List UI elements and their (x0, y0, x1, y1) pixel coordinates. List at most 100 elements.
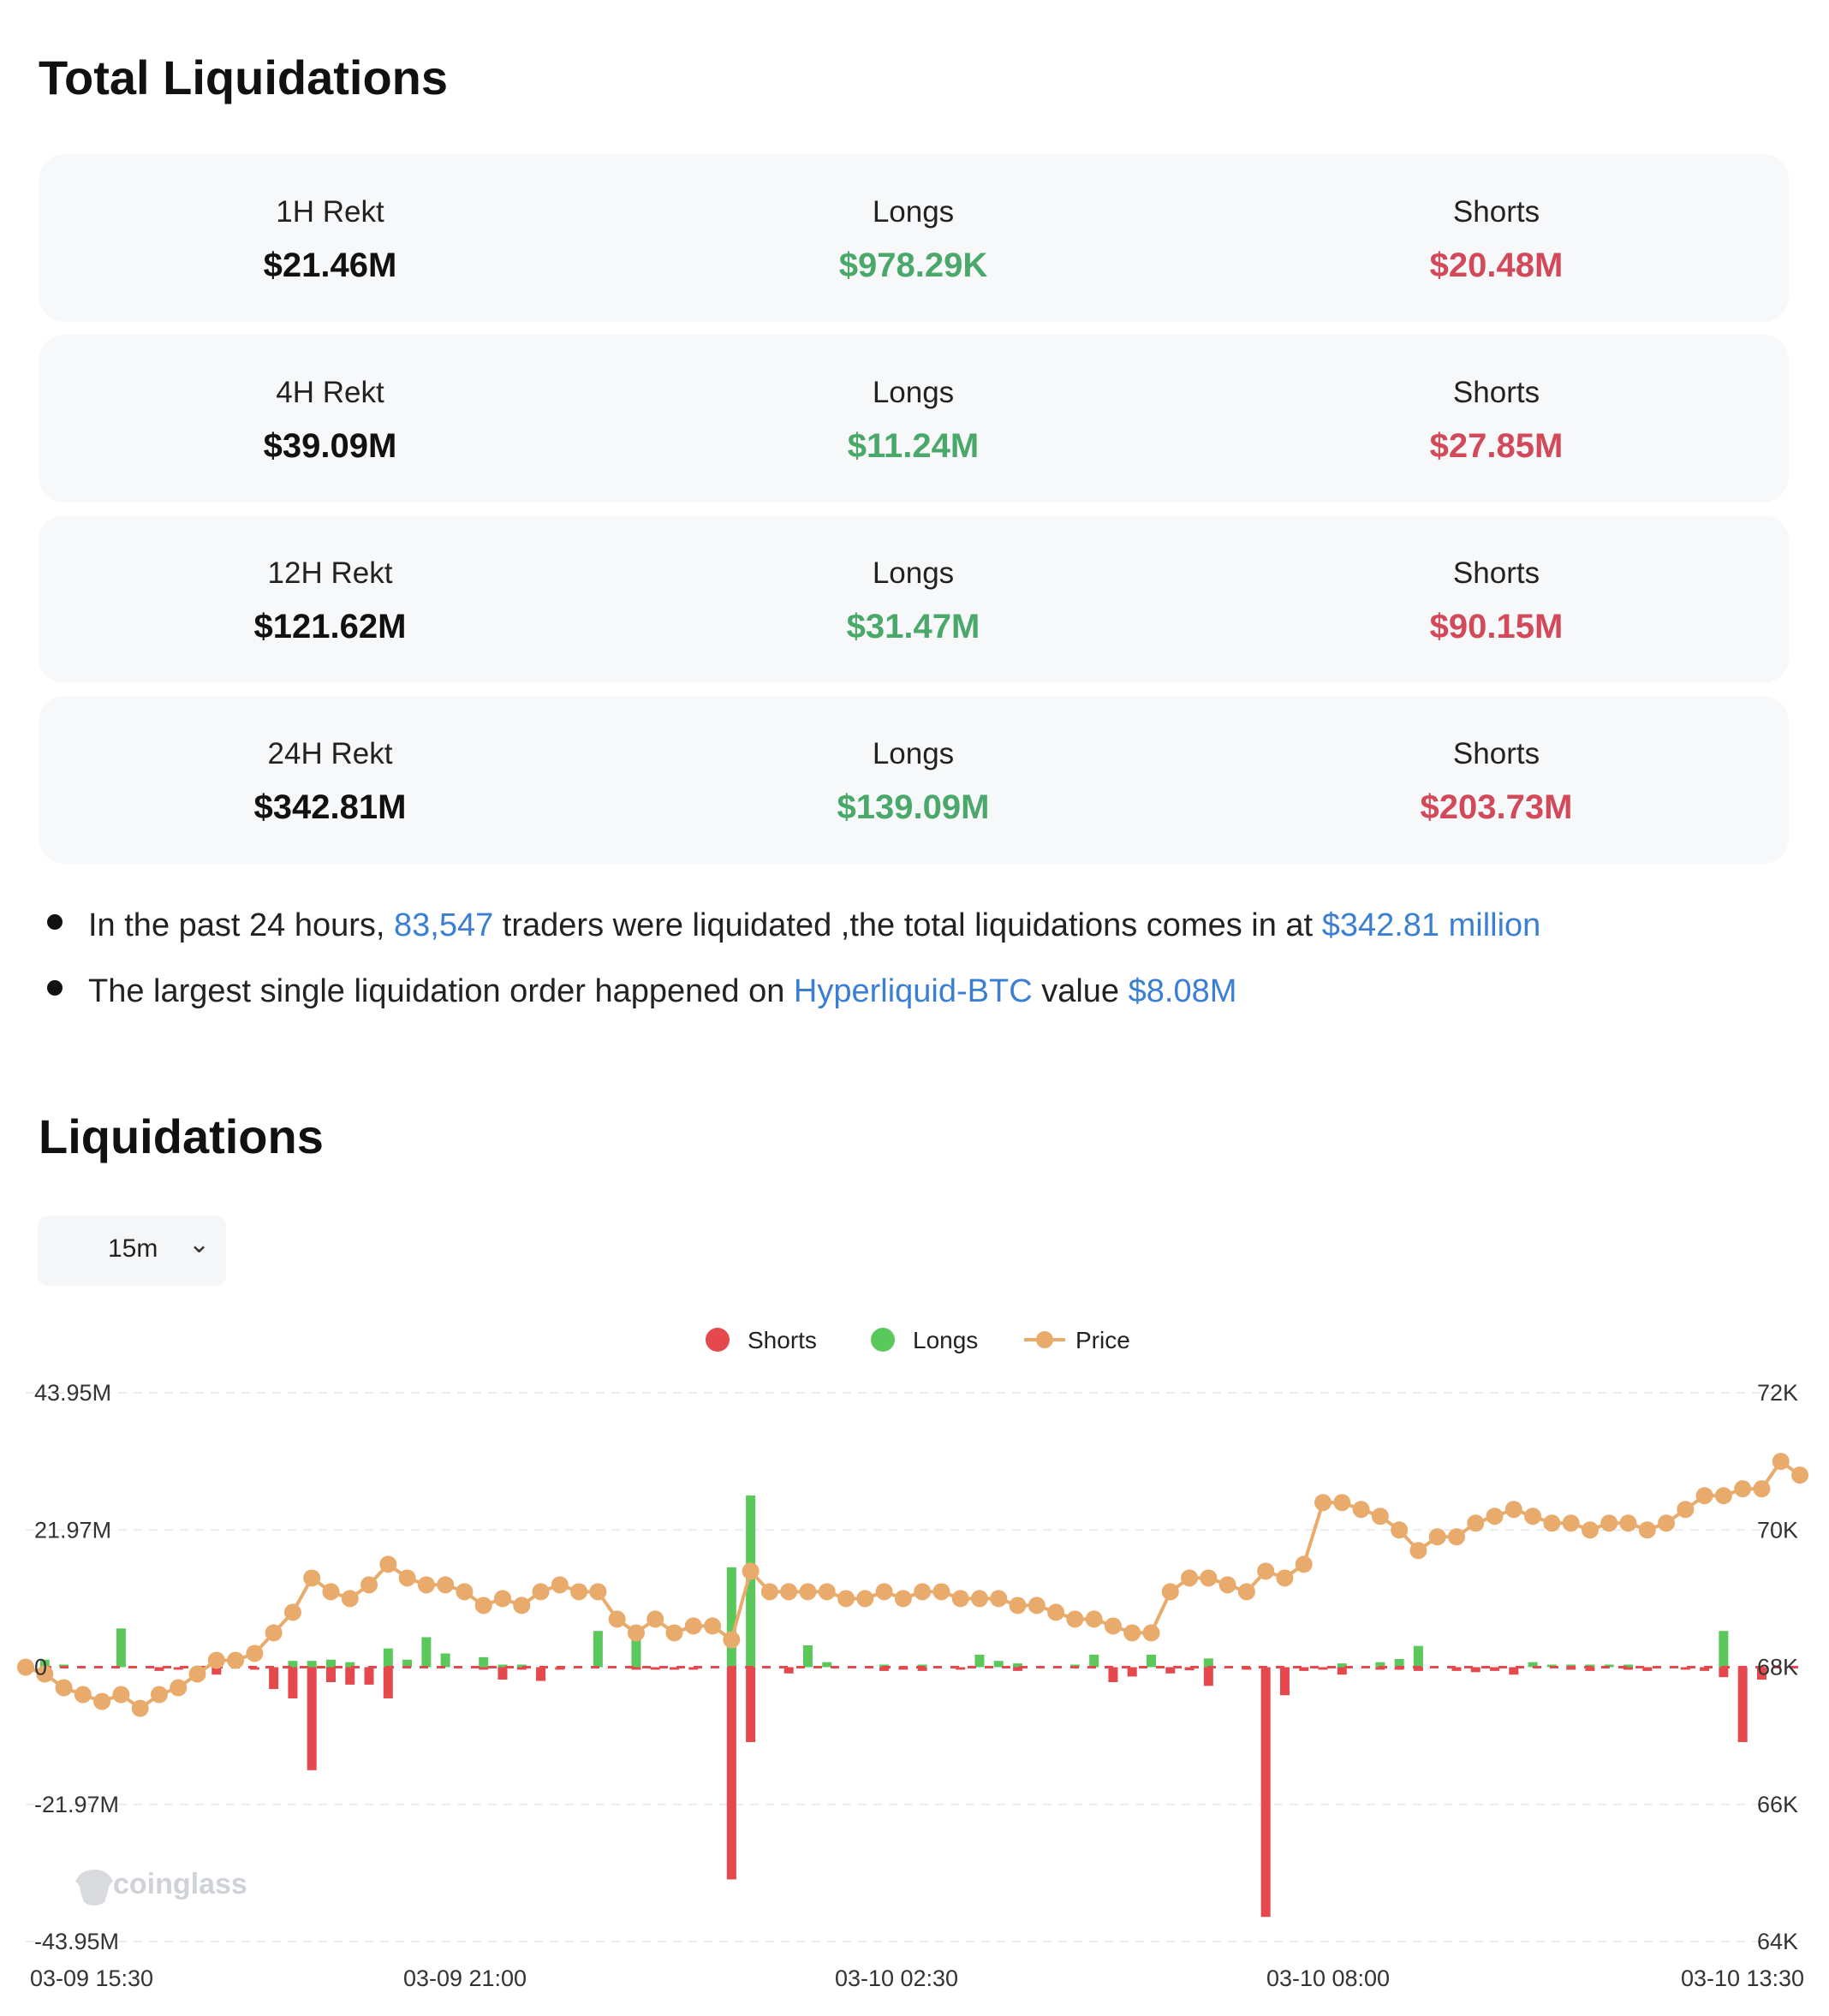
shorts-bar (688, 1667, 699, 1670)
shorts-column: Shorts $203.73M (1205, 696, 1788, 864)
price-point (742, 1562, 760, 1580)
shorts-bar (516, 1667, 527, 1670)
longs-bar (516, 1664, 527, 1668)
shorts-bar (1585, 1667, 1595, 1671)
legend-shorts-label: Shorts (748, 1327, 817, 1353)
price-point (207, 1651, 225, 1669)
bullet-dot-icon (47, 979, 63, 996)
y-axis-right-tick: 70K (1757, 1517, 1798, 1543)
longs-bar (1337, 1663, 1347, 1668)
price-point (150, 1686, 168, 1704)
exchange-link[interactable]: Hyperliquid-BTC (793, 973, 1033, 1009)
price-point (1181, 1569, 1199, 1587)
price-point (704, 1617, 722, 1635)
price-point (951, 1590, 969, 1608)
longs-bar (440, 1653, 450, 1668)
shorts-bar (1490, 1667, 1500, 1671)
shorts-value: $90.15M (1429, 608, 1564, 645)
shorts-bar (1108, 1667, 1118, 1683)
price-point (360, 1576, 378, 1594)
price-point (55, 1679, 73, 1697)
shorts-bar (154, 1667, 164, 1671)
price-point (760, 1583, 778, 1601)
summary-text: value (1032, 973, 1129, 1009)
longs-bar (383, 1648, 393, 1668)
rekt-label: 4H Rekt (276, 376, 384, 409)
price-point (493, 1590, 511, 1608)
traders-count-link[interactable]: 83,547 (394, 907, 494, 943)
y-axis-right-tick: 72K (1757, 1380, 1798, 1406)
shorts-bar (783, 1667, 794, 1674)
summary-line-traders: In the past 24 hours, 83,547 traders wer… (47, 907, 1540, 944)
watermark-text: coinglass (113, 1868, 247, 1900)
longs-bar (1623, 1664, 1633, 1668)
rekt-column: 24H Rekt $342.81M (39, 696, 622, 864)
longs-label: Longs (872, 376, 955, 409)
shorts-column: Shorts $90.15M (1205, 515, 1788, 683)
price-point (1085, 1610, 1103, 1628)
price-point (341, 1590, 359, 1608)
rekt-value: $121.62M (253, 608, 407, 645)
longs-bar (1089, 1654, 1099, 1668)
rekt-column: 12H Rekt $121.62M (39, 515, 622, 683)
longs-bar (1394, 1659, 1404, 1668)
rekt-value: $21.46M (263, 247, 397, 284)
price-point (1428, 1528, 1446, 1546)
longs-bar (1146, 1654, 1156, 1668)
price-point (74, 1686, 92, 1704)
total-liquidation-link[interactable]: $342.81 million (1321, 907, 1541, 943)
price-point (1066, 1610, 1084, 1628)
total-liquidations-title: Total Liquidations (39, 51, 449, 104)
longs-bar (631, 1629, 641, 1668)
price-point (627, 1624, 645, 1642)
largest-value-link[interactable]: $8.08M (1128, 973, 1237, 1009)
price-point (723, 1631, 741, 1649)
shorts-bar (1700, 1667, 1710, 1671)
price-point (474, 1597, 492, 1615)
price-point (265, 1624, 283, 1642)
price-point (856, 1590, 874, 1608)
shorts-bar (1203, 1667, 1213, 1686)
price-point (1562, 1514, 1580, 1532)
liquidations-title: Liquidations (39, 1109, 324, 1163)
price-point (1257, 1562, 1275, 1580)
shorts-bar (1737, 1667, 1748, 1743)
price-point (1333, 1494, 1351, 1512)
price-point (131, 1699, 149, 1717)
price-point (1276, 1569, 1294, 1587)
price-point (932, 1583, 950, 1601)
shorts-bar (269, 1667, 279, 1690)
longs-bar (802, 1644, 813, 1668)
longs-bar (746, 1495, 756, 1668)
price-point (875, 1583, 893, 1601)
shorts-bar (746, 1667, 756, 1743)
shorts-bar (956, 1667, 966, 1670)
y-axis-left-tick: 0 (34, 1655, 47, 1680)
y-axis-left-tick: -21.97M (34, 1792, 119, 1817)
shorts-bar (1184, 1667, 1195, 1671)
price-point (1447, 1528, 1465, 1546)
shorts-bar (1337, 1667, 1347, 1675)
shorts-bar (726, 1667, 736, 1880)
shorts-bar (325, 1667, 336, 1683)
price-point (513, 1597, 531, 1615)
price-line (25, 1459, 1802, 1711)
y-axis-right-tick: 68K (1757, 1655, 1798, 1680)
price-point (1772, 1453, 1790, 1471)
shorts-label: Shorts (1452, 376, 1540, 409)
rekt-label: 1H Rekt (276, 195, 384, 229)
summary-text: traders were liquidated ,the total liqui… (493, 907, 1322, 943)
shorts-bar (1413, 1667, 1423, 1671)
shorts-value: $27.85M (1429, 427, 1564, 465)
bullet-dot-icon (47, 913, 63, 930)
coinglass-logo-icon (75, 1870, 113, 1906)
shorts-bar (364, 1667, 374, 1685)
price-point (1295, 1555, 1313, 1573)
stats-card-12h: 12H Rekt $121.62M Longs $31.47M Shorts $… (39, 515, 1789, 683)
shorts-bar (497, 1667, 508, 1680)
price-point (551, 1576, 569, 1594)
stats-card-24h: 24H Rekt $342.81M Longs $139.09M Shorts … (39, 696, 1789, 864)
price-point (818, 1583, 836, 1601)
interval-select[interactable]: 15m ⌄ (38, 1216, 226, 1286)
rekt-value: $342.81M (253, 788, 407, 826)
